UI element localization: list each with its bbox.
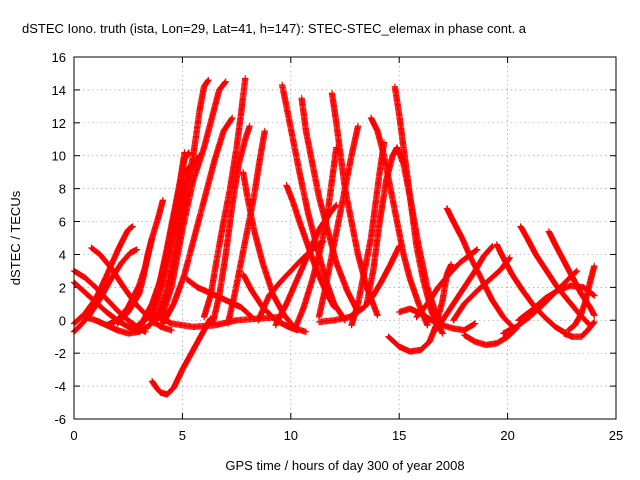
data-series [391, 83, 446, 337]
plot-area [70, 75, 598, 398]
y-tick-label: 6 [59, 215, 66, 230]
data-series [151, 76, 212, 327]
plus-markers [367, 114, 431, 329]
y-axis-label: dSTEC / TECUs [8, 190, 23, 285]
plus-markers [430, 243, 496, 335]
plus-markers [291, 144, 340, 332]
x-tick-label: 25 [609, 428, 623, 443]
y-tick-label: -2 [54, 346, 66, 361]
plus-markers [159, 114, 236, 327]
y-tick-label: -4 [54, 379, 66, 394]
y-tick-label: -6 [54, 412, 66, 427]
plus-markers [209, 122, 253, 327]
data-series [461, 325, 520, 349]
data-series [153, 312, 284, 331]
x-axis-label: GPS time / hours of day 300 of year 2008 [225, 458, 464, 473]
y-tick-label: 10 [52, 149, 66, 164]
plus-markers [348, 139, 388, 329]
plus-markers [443, 205, 518, 332]
data-series [239, 271, 301, 334]
x-tick-label: 20 [500, 428, 514, 443]
plus-markers [151, 76, 212, 327]
plus-markers [114, 234, 156, 327]
data-series [239, 168, 310, 335]
y-tick-label: 8 [59, 182, 66, 197]
x-tick-label: 10 [284, 428, 298, 443]
data-series [430, 243, 496, 335]
y-tick-label: 12 [52, 116, 66, 131]
y-tick-label: 0 [59, 313, 66, 328]
plus-markers [560, 318, 598, 340]
x-tick-label: 0 [70, 428, 77, 443]
data-series [200, 75, 249, 321]
y-tick-label: 16 [52, 50, 66, 65]
axis-ticks: 0 5 10 15 20 25 -6 -4 -2 0 2 4 6 8 10 12 14 16 [52, 50, 624, 443]
x-tick-label: 5 [179, 428, 186, 443]
plus-markers [239, 271, 301, 334]
data-series [224, 127, 268, 327]
plus-markers [515, 282, 598, 324]
data-series [209, 122, 253, 327]
grid [74, 57, 616, 419]
data-series [348, 139, 388, 329]
data-series [367, 114, 431, 329]
plus-markers [391, 83, 446, 337]
data-series [159, 114, 236, 327]
plus-markers [224, 127, 268, 327]
data-series [560, 318, 598, 340]
plus-markers [153, 312, 284, 331]
plus-markers [239, 168, 310, 335]
x-tick-label: 15 [392, 428, 406, 443]
plot-frame [73, 56, 617, 420]
data-series [114, 234, 156, 327]
y-tick-label: 4 [59, 247, 66, 262]
data-series [291, 144, 340, 332]
y-tick-label: 2 [59, 280, 66, 295]
data-series [515, 282, 598, 324]
data-series [443, 205, 518, 332]
chart-title: dSTEC Iono. truth (ista, Lon=29, Lat=41,… [22, 21, 527, 36]
plus-markers [200, 75, 249, 321]
plus-markers [461, 325, 520, 349]
y-tick-label: 14 [52, 83, 66, 98]
